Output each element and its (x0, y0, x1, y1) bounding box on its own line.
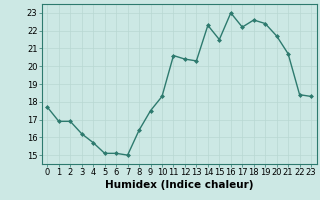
X-axis label: Humidex (Indice chaleur): Humidex (Indice chaleur) (105, 180, 253, 190)
